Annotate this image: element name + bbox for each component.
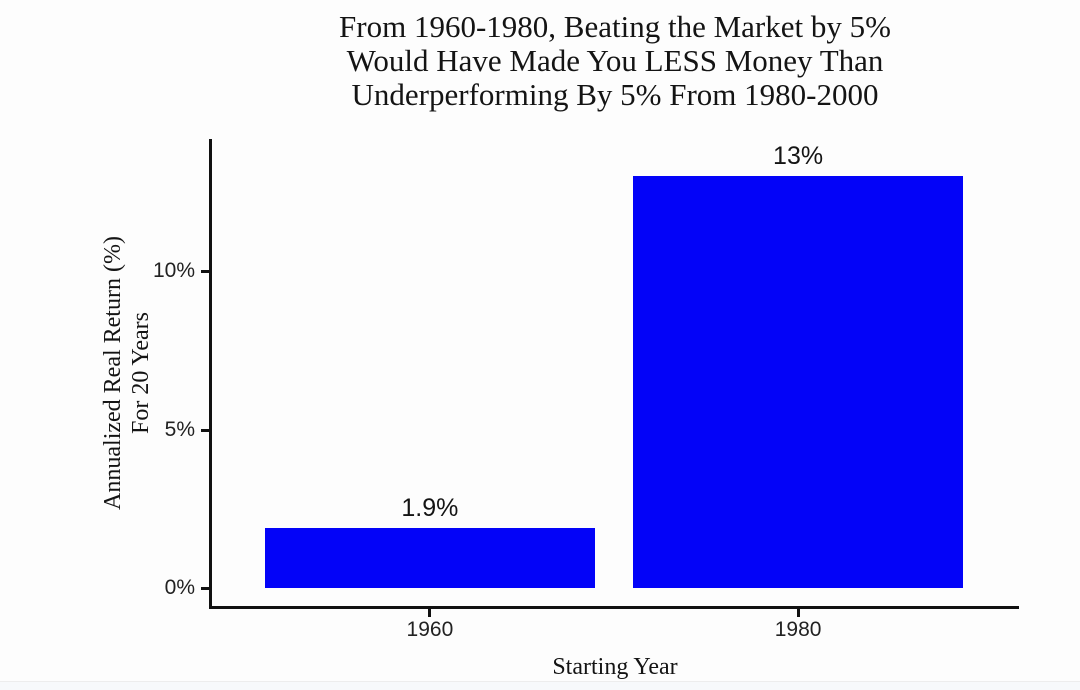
y-axis-title-line-1: Annualized Real Return (%) xyxy=(100,236,126,510)
y-tick-label-0%: 0% xyxy=(164,576,195,599)
bar-value-label-1980: 13% xyxy=(773,141,824,170)
x-axis-line xyxy=(209,606,1019,609)
chart-title-line-2: Would Have Made You LESS Money Than xyxy=(346,43,884,78)
y-axis-title-line-2: For 20 Years xyxy=(128,312,154,435)
x-tick-mark-1980 xyxy=(796,609,800,617)
x-tick-mark-1960 xyxy=(428,609,432,617)
bar-1960 xyxy=(264,527,595,588)
y-axis-title: Annualized Real Return (%) For 20 Years xyxy=(99,173,155,573)
x-tick-label-1960: 1960 xyxy=(406,618,454,641)
chart-title-line-1: From 1960-1980, Beating the Market by 5% xyxy=(339,9,891,44)
y-tick-label-5%: 5% xyxy=(164,417,195,441)
y-axis-line xyxy=(209,139,212,609)
y-tick-mark-10% xyxy=(201,270,209,273)
chart-title-line-3: Underperforming By 5% From 1980-2000 xyxy=(351,77,879,112)
x-axis-title: Starting Year xyxy=(552,654,678,680)
bar-1980 xyxy=(633,175,964,588)
y-tick-mark-0% xyxy=(201,587,209,590)
y-tick-mark-5% xyxy=(201,428,209,432)
bottom-edge-strip xyxy=(0,681,1080,690)
bar-value-label-1960: 1.9% xyxy=(401,493,459,522)
y-tick-label-10%: 10% xyxy=(152,259,195,282)
chart-title: From 1960-1980, Beating the Market by 5%… xyxy=(211,10,1019,112)
x-tick-label-1980: 1980 xyxy=(774,618,822,641)
